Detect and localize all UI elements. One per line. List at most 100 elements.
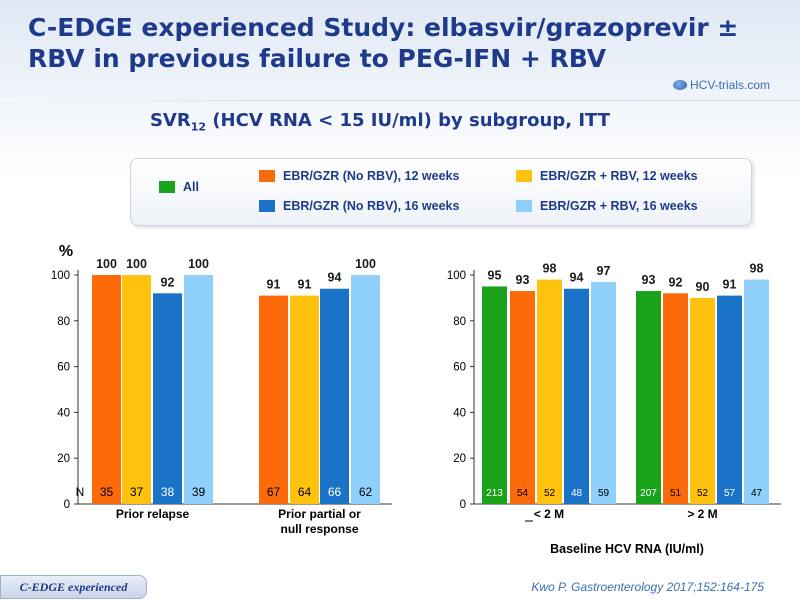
bar-n-label: 213 — [486, 488, 503, 499]
bar-value-label: 94 — [328, 271, 342, 285]
bar — [564, 288, 589, 504]
bar-value-label: 92 — [161, 275, 175, 289]
bar — [744, 279, 769, 504]
bar-value-label: 95 — [488, 268, 502, 282]
study-tag: C-EDGE experienced — [0, 575, 147, 599]
bar-n-label: 64 — [298, 485, 312, 499]
y-tick-label: 0 — [460, 499, 466, 511]
y-tick-label: 0 — [64, 499, 70, 511]
bar — [690, 297, 715, 504]
bar-n-label: 54 — [517, 488, 529, 499]
bar-n-label: 35 — [100, 485, 114, 499]
x-axis-title: Baseline HCV RNA (IU/ml) — [550, 542, 704, 556]
legend-item-nr-16w: EBR/GZR (No RBV), 16 weeks — [259, 199, 459, 213]
legend-item-rbv-12w: EBR/GZR + RBV, 12 weeks — [516, 169, 698, 183]
bar-n-label: 67 — [267, 485, 281, 499]
bar-value-label: 90 — [696, 280, 710, 294]
bar — [92, 275, 121, 504]
bar — [591, 281, 616, 504]
bar-n-label: 52 — [697, 488, 709, 499]
bar-n-label: 39 — [192, 485, 206, 499]
bar — [510, 291, 535, 504]
bar-value-label: 93 — [642, 273, 656, 287]
slide-title: C-EDGE experienced Study: elbasvir/grazo… — [28, 13, 739, 73]
y-tick-label: 100 — [447, 270, 466, 282]
bar — [537, 279, 562, 504]
subtitle-post: (HCV RNA < 15 IU/ml) by subgroup, ITT — [206, 110, 611, 131]
bar — [153, 293, 182, 504]
bar-n-label: 207 — [640, 488, 657, 499]
y-axis-unit: % — [59, 243, 73, 260]
bar — [663, 293, 688, 504]
y-tick-label: 80 — [57, 316, 70, 328]
y-tick-label: 80 — [453, 316, 466, 328]
logo-text: HCV-trials.com — [689, 78, 770, 92]
chart-subtitle: SVR12 (HCV RNA < 15 IU/ml) by subgroup, … — [0, 110, 760, 134]
bar-value-label: 100 — [355, 257, 376, 271]
bar — [320, 288, 349, 504]
x-category-label: > 2 M — [687, 507, 717, 521]
bar-n-label: 37 — [130, 485, 144, 499]
x-category-label: Prior relapse — [116, 507, 190, 521]
bar — [351, 275, 380, 504]
bar-value-label: 91 — [267, 278, 281, 292]
legend-item-rbv-16w: EBR/GZR + RBV, 16 weeks — [516, 199, 698, 213]
bar-n-label: 47 — [751, 488, 763, 499]
bar-n-label: 57 — [724, 488, 736, 499]
bar-n-label: 66 — [328, 485, 342, 499]
legend-label: EBR/GZR + RBV, 16 weeks — [540, 199, 698, 213]
bar — [636, 291, 661, 504]
legend-box: All EBR/GZR (No RBV), 12 weeks EBR/GZR +… — [130, 158, 752, 226]
bar-value-label: 91 — [723, 278, 737, 292]
legend-swatch — [516, 170, 532, 182]
legend-swatch — [516, 200, 532, 212]
bar-n-label: 52 — [544, 488, 556, 499]
legend-item-nr-12w: EBR/GZR (No RBV), 12 weeks — [259, 169, 459, 183]
hcv-trials-logo: HCV-trials.com — [672, 78, 770, 92]
reference-citation: Kwo P. Gastroenterology 2017;152:164-175 — [531, 580, 764, 594]
bar — [290, 295, 319, 504]
legend-label: EBR/GZR (No RBV), 16 weeks — [283, 199, 460, 213]
legend-swatch — [259, 170, 275, 182]
bar — [259, 295, 288, 504]
n-row-label: N — [76, 485, 85, 499]
bar-value-label: 93 — [516, 273, 530, 287]
legend-label: EBR/GZR (No RBV), 12 weeks — [283, 169, 460, 183]
bar-value-label: 97 — [597, 264, 611, 278]
y-tick-label: 60 — [57, 362, 70, 374]
legend-label: All — [183, 180, 199, 194]
legend-label: EBR/GZR + RBV, 12 weeks — [540, 169, 698, 183]
bar — [184, 275, 213, 504]
x-category-label: < 2 M — [534, 507, 564, 521]
y-tick-label: 100 — [51, 270, 70, 282]
bar-n-label: 51 — [670, 488, 682, 499]
y-tick-label: 20 — [453, 453, 466, 465]
x-category-label: null response — [280, 522, 358, 536]
bar-value-label: 100 — [96, 257, 117, 271]
logo-icon — [672, 80, 687, 90]
bar-value-label: 94 — [570, 271, 584, 285]
bar-n-label: 38 — [161, 485, 175, 499]
subtitle-pre: SVR — [149, 110, 191, 131]
y-tick-label: 40 — [453, 407, 466, 419]
y-tick-label: 20 — [57, 453, 70, 465]
bar-value-label: 100 — [188, 257, 209, 271]
subtitle-subscript: 12 — [190, 120, 207, 134]
bar — [717, 295, 742, 504]
bar-value-label: 92 — [669, 275, 683, 289]
legend-swatch — [159, 181, 175, 193]
y-tick-label: 40 — [57, 407, 70, 419]
y-tick-label: 60 — [453, 362, 466, 374]
bar-value-label: 91 — [298, 278, 312, 292]
bar-n-label: 59 — [598, 488, 610, 499]
legend-item-all: All — [159, 180, 199, 194]
x-category-label: Prior partial or — [278, 507, 361, 521]
bar-value-label: 98 — [543, 262, 557, 276]
bar-n-label: 62 — [359, 485, 373, 499]
header-divider — [0, 100, 800, 101]
bar-value-label: 100 — [126, 257, 147, 271]
legend-swatch — [259, 200, 275, 212]
bar-n-label: 48 — [571, 488, 583, 499]
bar — [482, 286, 507, 504]
